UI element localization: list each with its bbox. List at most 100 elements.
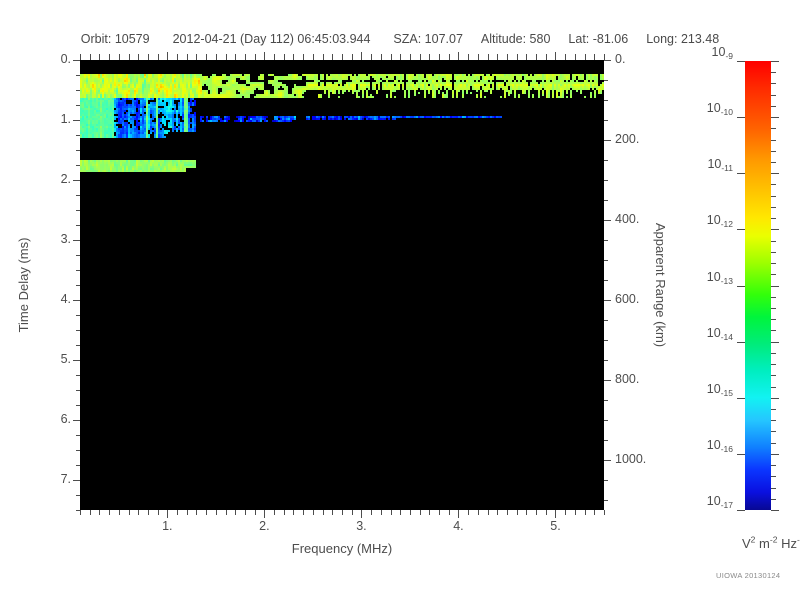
x-minor-tick: [283, 510, 285, 515]
colorbar-label-8: 10-17: [695, 494, 733, 524]
x-tick-mark-4: [555, 510, 557, 518]
y-tick-left-label-2: 2.: [60, 172, 71, 186]
x-minor-tick: [448, 510, 450, 515]
y-tick-right-mark-4: [604, 380, 611, 381]
y-tick-left-7: 7.: [0, 472, 80, 494]
x-minor-tick-top: [118, 54, 120, 60]
x-minor-tick-top: [342, 54, 343, 60]
x-minor-tick: [574, 510, 576, 515]
y-minor-tick-right: [604, 80, 608, 81]
x-tick-mark-3: [458, 510, 460, 518]
colorbar-mantissa-0: 10: [711, 45, 726, 59]
x-tick-label-0: 1.: [162, 519, 173, 533]
x-minor-tick-top: [526, 54, 528, 60]
colorbar-minor-tick: [771, 487, 776, 489]
colorbar-mantissa-2: 10: [707, 157, 722, 172]
x-minor-tick-top: [439, 54, 441, 60]
colorbar-label-text-8: 10-17: [707, 494, 733, 516]
y-tick-right-1: 200.: [604, 132, 639, 154]
colorbar-minor-tick: [771, 498, 776, 500]
y-minor-tick-left: [76, 195, 80, 196]
colorbar-exponent-7: -16: [720, 443, 733, 454]
x-minor-tick-top: [506, 54, 508, 60]
x-minor-tick-top: [147, 54, 149, 60]
x-minor-tick-top: [574, 54, 576, 60]
colorbar-exponent-0: -9: [725, 50, 733, 61]
colorbar-tick-left-8: [737, 510, 745, 511]
x-minor-tick: [89, 510, 91, 515]
x-minor-tick-top: [400, 54, 402, 60]
y-minor-tick-left: [76, 465, 80, 466]
y-minor-tick-right: [604, 240, 608, 241]
x-minor-tick-top: [186, 54, 188, 60]
y-tick-left-mark-3: [73, 240, 80, 241]
y-tick-right-label-5: 1000.: [615, 452, 647, 466]
x-minor-tick: [565, 510, 567, 515]
colorbar-minor-tick: [771, 72, 776, 74]
datetime-label: 2012-04-21 (Day 112) 06:45:03.944: [172, 32, 371, 46]
watermark-label: UIOWA 20130124: [716, 571, 781, 580]
y-tick-right-0: 0.: [604, 52, 625, 74]
colorbar-label-text-2: 10-11: [707, 157, 733, 179]
x-minor-tick: [380, 510, 382, 515]
y-minor-tick-left: [76, 105, 80, 106]
x-minor-tick: [526, 510, 528, 515]
y-tick-right-label-4: 800.: [615, 372, 640, 386]
x-minor-tick: [99, 510, 101, 515]
colorbar-exponent-2: -11: [721, 163, 733, 174]
y-minor-tick-left: [76, 495, 80, 496]
x-minor-tick: [332, 510, 334, 515]
unit-hertz-exponent: -1: [796, 534, 800, 545]
colorbar-tick-right-7: [771, 453, 779, 455]
x-minor-tick: [128, 510, 130, 515]
x-minor-tick: [244, 510, 246, 515]
x-minor-tick-top: [371, 54, 373, 60]
x-minor-tick: [409, 510, 411, 515]
y-minor-tick-left: [76, 135, 80, 136]
x-minor-tick: [516, 510, 518, 515]
x-minor-tick: [157, 510, 159, 515]
x-minor-tick-top: [225, 54, 227, 60]
x-minor-tick: [138, 510, 140, 515]
y-minor-tick-left: [76, 270, 80, 271]
x-minor-tick-top: [80, 54, 81, 60]
x-minor-tick: [400, 510, 402, 515]
x-minor-tick: [147, 510, 149, 515]
x-minor-tick-top: [283, 54, 285, 60]
x-minor-tick: [506, 510, 508, 515]
y-minor-tick-right: [604, 480, 608, 481]
y-minor-tick-right: [604, 100, 608, 101]
x-minor-tick-top: [274, 54, 276, 60]
x-minor-tick-top: [380, 54, 382, 60]
colorbar-tick-right-2: [771, 173, 779, 175]
altitude-label: Altitude: 580: [480, 32, 551, 46]
y-minor-tick-left: [76, 375, 80, 376]
colorbar-label-3: 10-12: [695, 213, 733, 243]
colorbar-tick-right-5: [771, 341, 779, 343]
x-tick-label-3: 4.: [453, 519, 464, 533]
unit-hertz: Hz: [781, 536, 797, 551]
colorbar-mantissa-5: 10: [706, 325, 721, 340]
x-minor-tick: [225, 510, 227, 515]
y-minor-tick-left: [76, 315, 80, 316]
y-minor-tick-right: [604, 500, 608, 501]
y-minor-tick-right: [604, 420, 608, 421]
y-tick-right-mark-0: [604, 60, 611, 61]
colorbar-minor-tick: [771, 408, 776, 410]
colorbar-minor-tick: [771, 128, 776, 130]
x-minor-tick-top: [244, 54, 246, 60]
x-minor-tick-top: [109, 54, 111, 60]
colorbar-mantissa-6: 10: [706, 381, 721, 396]
y-tick-left-label-0: 0.: [60, 52, 71, 66]
x-minor-tick: [186, 510, 188, 515]
y-tick-left-mark-0: [73, 60, 80, 61]
colorbar-label-2: 10-11: [695, 157, 733, 187]
orbit-label: Orbit: 10579: [80, 32, 150, 46]
x-minor-tick: [215, 510, 217, 515]
colorbar-minor-tick: [771, 184, 776, 186]
x-minor-tick-top: [254, 54, 256, 60]
colorbar-label-6: 10-15: [695, 382, 733, 412]
colorbar-minor-tick: [771, 195, 776, 197]
x-minor-tick: [196, 510, 198, 515]
y-minor-tick-left: [76, 165, 80, 166]
